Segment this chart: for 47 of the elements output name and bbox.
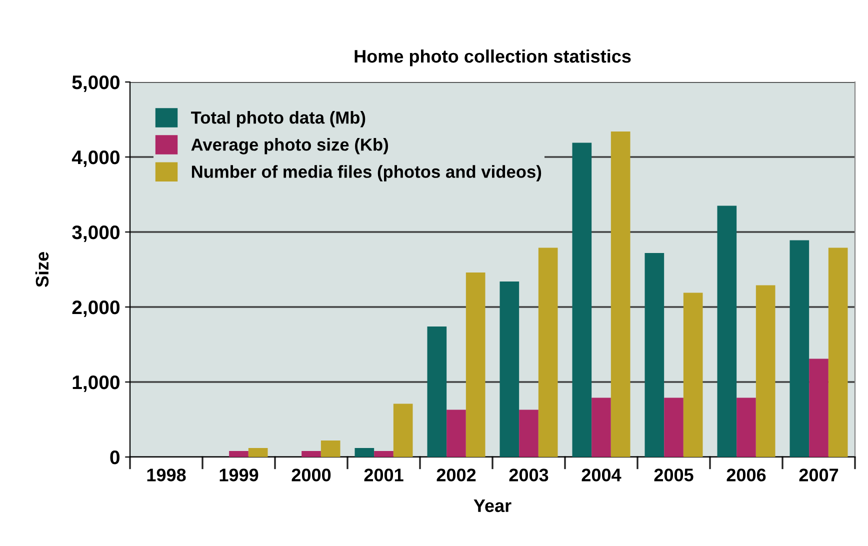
bar xyxy=(790,240,810,457)
bar xyxy=(572,142,592,457)
x-tick-label: 2003 xyxy=(509,468,548,482)
y-axis-title: Size xyxy=(35,252,49,288)
x-tick-label: 2004 xyxy=(582,468,622,482)
x-axis-title: Year xyxy=(474,499,512,512)
bar xyxy=(500,282,520,457)
x-tick-label: 2007 xyxy=(799,468,838,482)
chart-title: Home photo collection statistics xyxy=(354,49,631,66)
y-tick-label: 5,000 xyxy=(72,75,120,92)
bar xyxy=(683,292,703,457)
bar xyxy=(736,398,756,457)
bar xyxy=(519,410,538,457)
bar xyxy=(229,451,248,457)
legend-label: Total photo data (Mb) xyxy=(191,111,366,128)
x-tick-label: 2006 xyxy=(726,468,766,482)
bar xyxy=(320,440,340,457)
bar xyxy=(809,358,828,457)
bar xyxy=(248,448,268,457)
legend-label: Average photo size (Kb) xyxy=(191,138,388,154)
bar xyxy=(393,404,413,457)
bar xyxy=(446,410,466,457)
bar xyxy=(354,448,374,457)
bar xyxy=(664,398,684,457)
bar xyxy=(427,326,447,457)
bar xyxy=(717,206,737,457)
x-tick-label: 1998 xyxy=(147,468,186,482)
bar xyxy=(538,248,558,457)
y-tick-label: 0 xyxy=(110,450,120,464)
bar xyxy=(756,285,776,457)
bar xyxy=(610,132,630,457)
bar xyxy=(644,253,664,457)
x-tick-label: 2005 xyxy=(654,468,694,482)
legend-label: Number of media files (photos and videos) xyxy=(192,165,542,182)
x-tick-label: 2002 xyxy=(436,468,476,482)
bar xyxy=(302,451,321,457)
y-tick-label: 1,000 xyxy=(72,375,120,392)
x-tick-label: 1999 xyxy=(220,468,258,482)
x-tick-label: 2000 xyxy=(292,468,331,482)
x-tick-label: 2001 xyxy=(364,468,404,482)
bar xyxy=(374,451,394,457)
y-tick-label: 3,000 xyxy=(72,225,120,242)
y-tick-label: 2,000 xyxy=(72,300,120,318)
bar xyxy=(828,248,848,457)
y-tick-label: 4,000 xyxy=(72,150,120,168)
bar xyxy=(466,272,486,457)
bar xyxy=(592,398,611,457)
